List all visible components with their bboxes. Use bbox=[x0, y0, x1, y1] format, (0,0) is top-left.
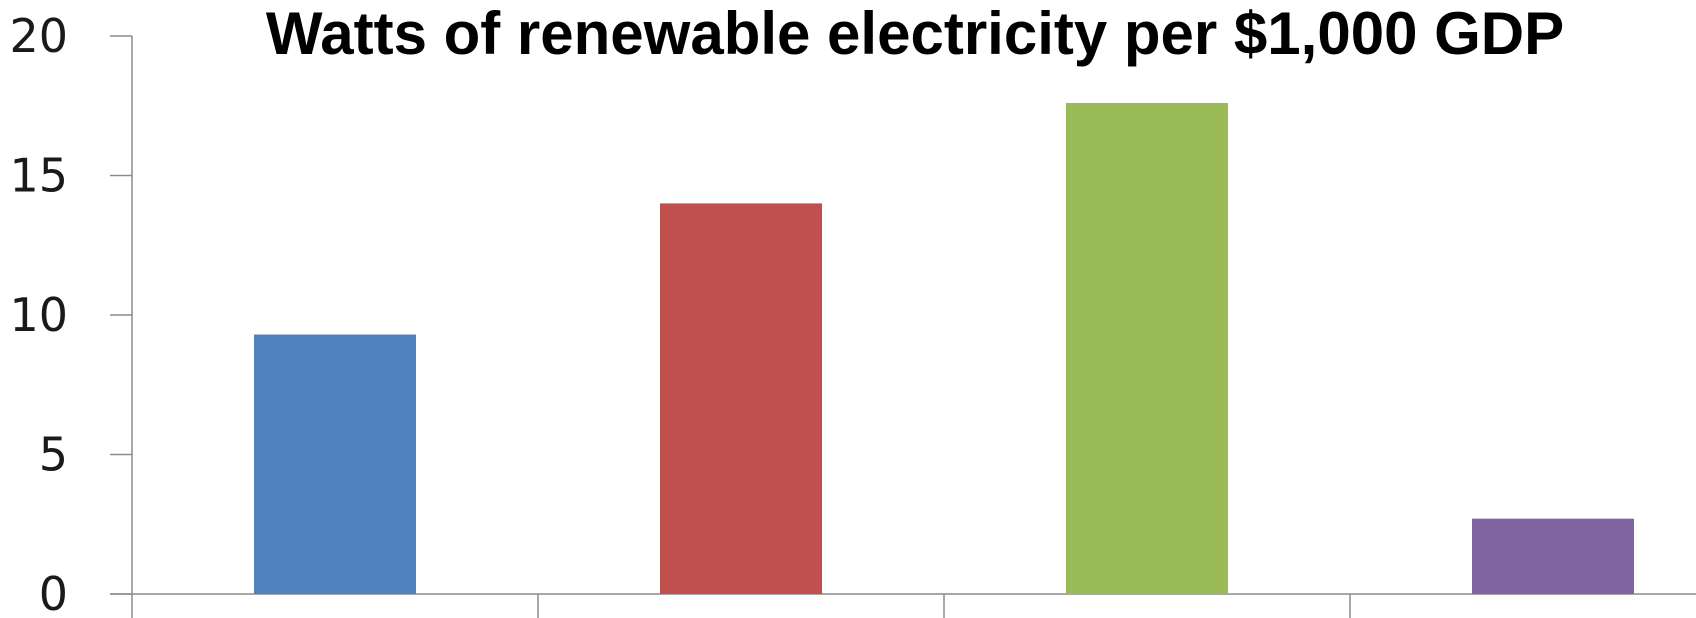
bar bbox=[1472, 518, 1634, 594]
y-axis: 0 5 10 15 20 bbox=[9, 9, 133, 618]
y-tick-label: 5 bbox=[39, 428, 68, 482]
y-tick-label: 20 bbox=[9, 9, 68, 63]
y-tick-label: 10 bbox=[9, 288, 68, 342]
bar bbox=[254, 334, 416, 594]
bar bbox=[1066, 102, 1228, 595]
y-tick-label: 0 bbox=[39, 567, 68, 618]
x-axis bbox=[110, 593, 1696, 618]
chart-title: Watts of renewable electricity per $1,00… bbox=[266, 0, 1564, 67]
bars-group bbox=[254, 102, 1634, 595]
bar bbox=[660, 203, 822, 594]
y-tick-label: 15 bbox=[9, 149, 68, 203]
